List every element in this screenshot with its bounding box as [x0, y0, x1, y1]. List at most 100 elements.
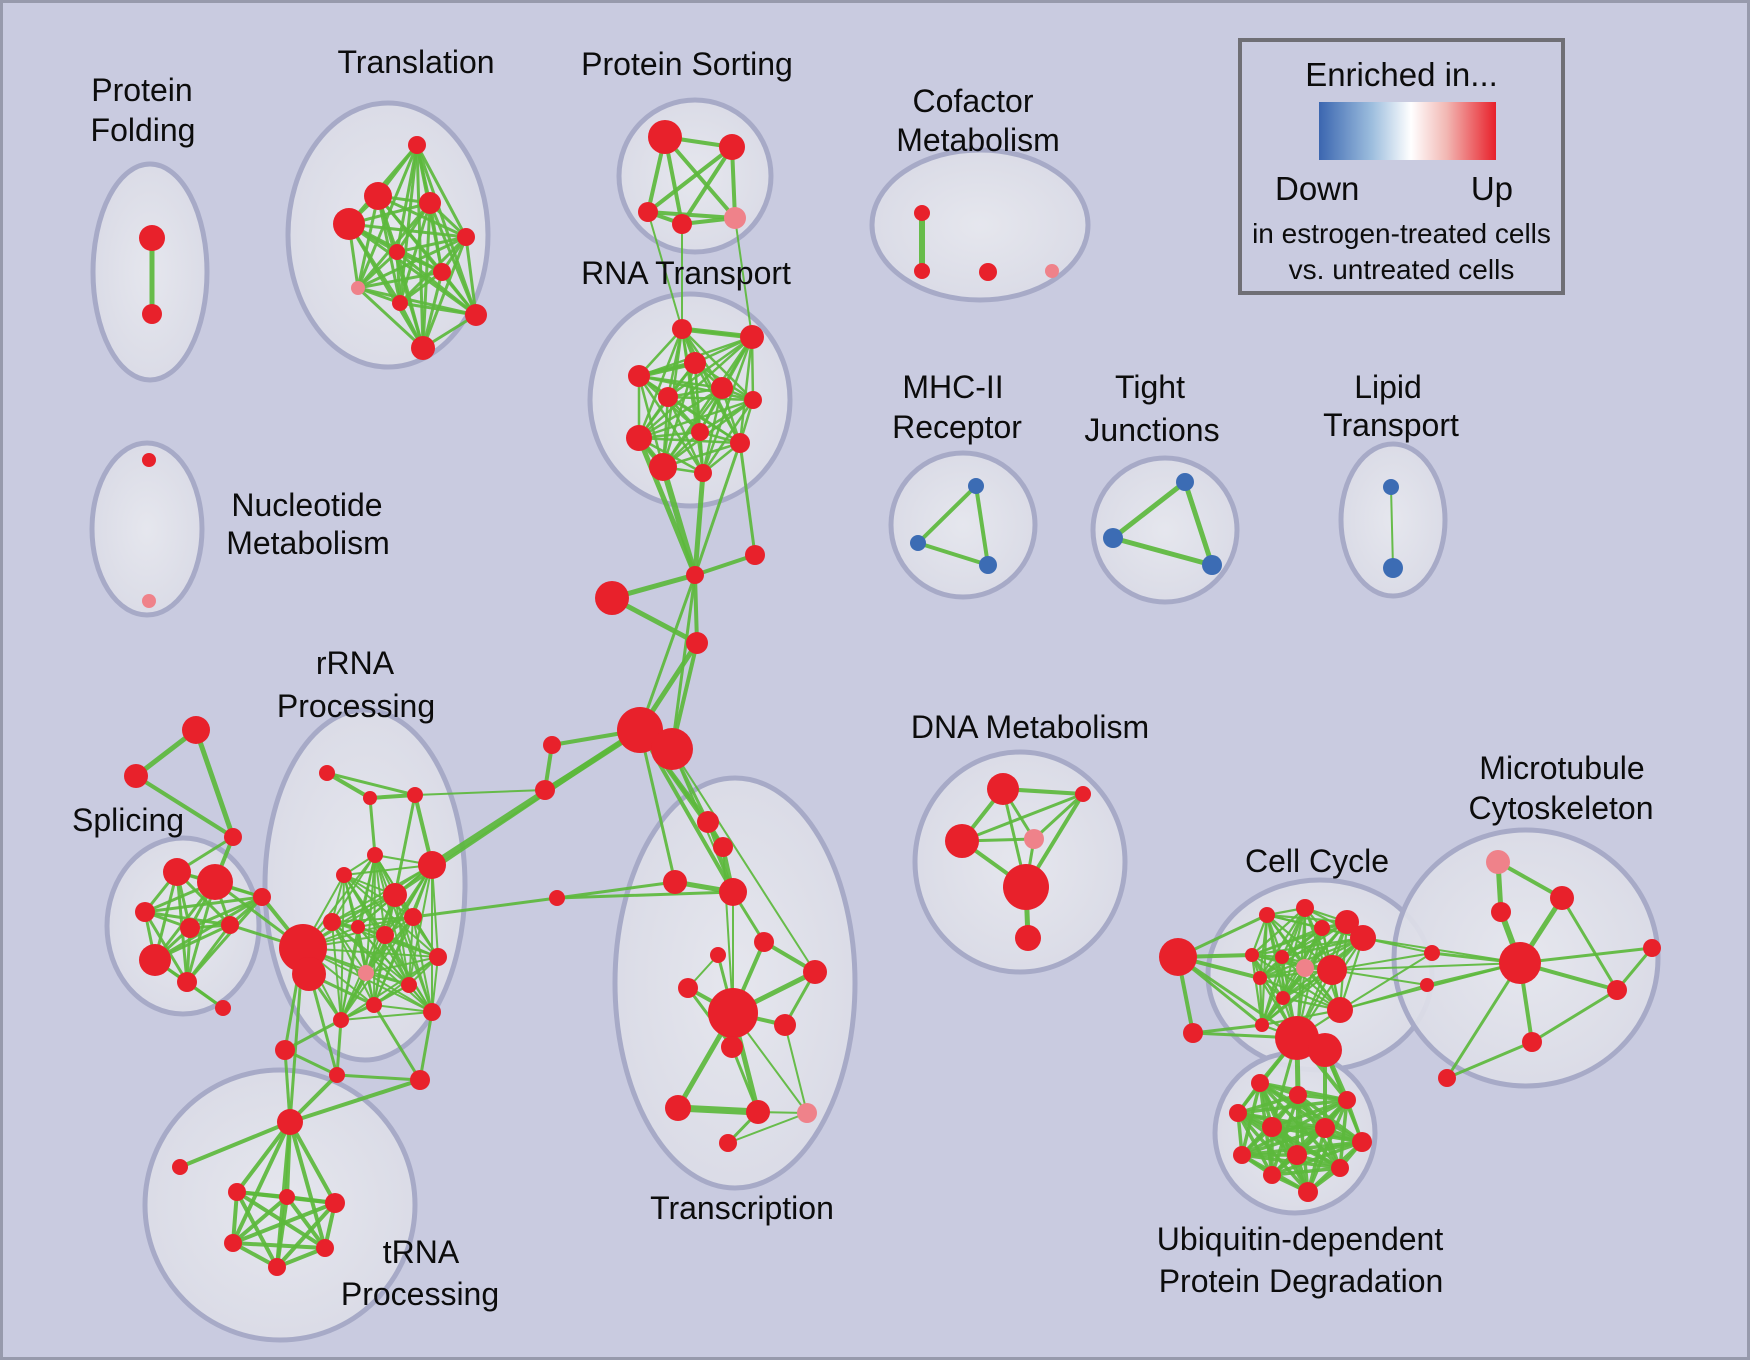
edge-rr2-rr4	[368, 796, 377, 857]
edge-ps2-ps4	[680, 145, 734, 226]
edge-cc9-mt6	[1331, 969, 1428, 986]
edge-sl3-sl8	[143, 895, 264, 914]
node-rr9	[351, 920, 365, 934]
node-cc6	[1245, 948, 1259, 962]
edge-cc7-cc12	[1280, 955, 1342, 1012]
node-sl1	[163, 858, 191, 886]
edge-rr8-rr16	[331, 921, 342, 1021]
node-mt8	[1643, 939, 1661, 957]
edge-tp2-tp4	[231, 1195, 289, 1245]
edge-rr10-rr17	[384, 934, 433, 1013]
edge-rt11-j1	[660, 464, 698, 578]
edge-mt9-mt10	[1445, 1040, 1534, 1080]
edge-ub6-ub8	[1240, 1126, 1327, 1157]
node-tr8	[774, 1014, 796, 1036]
edge-cc4-cc6	[1250, 920, 1349, 957]
node-tr2	[713, 837, 733, 857]
edge-rr5-rr16	[340, 874, 345, 1021]
node-rt9	[626, 425, 652, 451]
edge-sl7-sl8	[185, 895, 264, 984]
edge-rr3-rr6	[393, 793, 417, 897]
rna-transport-label-0: RNA Transport	[581, 255, 791, 291]
dna-metabolism-label-0: DNA Metabolism	[911, 709, 1149, 745]
edge-mt1-mt2	[1496, 860, 1564, 900]
node-tj2	[1103, 528, 1123, 548]
edge-t6-t9	[395, 250, 402, 305]
edge-rr16-rr17	[340, 1011, 433, 1021]
edge-rr20-rr15	[372, 1003, 422, 1082]
node-t5	[457, 228, 475, 246]
node-rr4	[367, 847, 383, 863]
edge-tp3-tp6	[275, 1201, 337, 1269]
edge-rt1-rt9	[637, 327, 684, 440]
edge-t5-t11	[421, 235, 468, 350]
edge-ps1-ps5	[663, 135, 737, 220]
cofactor-metabolism-ellipse	[869, 147, 1091, 303]
edge-j6-rr3	[414, 789, 546, 796]
edge-hub2-tr14	[671, 748, 816, 973]
node-hub1	[617, 707, 663, 753]
edge-sl4-sl8	[188, 895, 264, 930]
node-ub9	[1287, 1145, 1307, 1165]
node-rr3	[407, 787, 423, 803]
edge-sl3-sl7	[143, 910, 189, 984]
node-cc4	[1335, 910, 1359, 934]
node-ps3	[638, 202, 658, 222]
node-t4	[419, 192, 441, 214]
node-rr14	[401, 977, 417, 993]
node-mh1	[968, 478, 984, 494]
edge-rt1-rt12	[680, 327, 705, 475]
node-rr16	[333, 1012, 349, 1028]
node-sb	[124, 764, 148, 788]
edge-t5-t6	[395, 235, 468, 254]
ubiquitin-degradation-label-0: Ubiquitin-dependent	[1157, 1221, 1444, 1257]
node-sl3	[135, 902, 155, 922]
edge-ps5-rt2	[734, 217, 753, 338]
edge-t4-t7	[428, 201, 444, 274]
edge-rr11-rr13	[365, 916, 414, 974]
protein-sorting-label-0: Protein Sorting	[581, 46, 793, 82]
edge-rt10-j2	[738, 441, 757, 557]
edge-rt7-rt12	[701, 398, 755, 475]
edge-t4-t10	[428, 201, 478, 317]
edge-rt9-rt10	[637, 436, 742, 445]
node-rt3	[684, 352, 706, 374]
protein-folding-label-0: Protein	[91, 72, 192, 108]
node-tr3	[663, 870, 687, 894]
node-rr20	[410, 1070, 430, 1090]
edge-cc7-cc13	[1260, 955, 1284, 1027]
node-tr13	[719, 1134, 737, 1152]
node-rr12	[429, 948, 447, 966]
node-dm5	[1003, 864, 1049, 910]
mhc2-receptor-label-1: Receptor	[892, 409, 1022, 445]
node-ps5	[724, 207, 746, 229]
edge-rr5-rr7	[343, 864, 433, 876]
edge-rr13-rr15	[373, 916, 414, 1006]
edge-j1-hub2	[670, 573, 697, 751]
node-ub1	[1251, 1074, 1269, 1092]
node-mt1	[1486, 850, 1510, 874]
node-pf2	[142, 304, 162, 324]
edge-rr15-rr17	[373, 1004, 433, 1013]
node-ub12	[1298, 1182, 1318, 1202]
edge-rr19-rr20	[335, 1073, 422, 1082]
node-rr2	[363, 791, 377, 805]
node-rr13	[404, 908, 422, 926]
node-t10	[465, 304, 487, 326]
edge-tr13-tr12	[727, 1112, 808, 1144]
edge-sa-sc	[193, 727, 236, 840]
node-lp2	[1383, 558, 1403, 578]
edge-tph-tp4	[231, 1120, 292, 1245]
legend-up-label: Up	[1470, 170, 1513, 207]
legend-title: Enriched in...	[1305, 56, 1498, 93]
edge-rr1-rr3	[325, 771, 417, 797]
edge-rr9-rr16	[340, 926, 359, 1021]
edge-rt6-rt9	[637, 386, 724, 440]
node-cc3	[1314, 920, 1330, 936]
edge-tj1-tj2	[1110, 479, 1188, 541]
edge-cc9-mt5	[1331, 952, 1433, 971]
nucleotide-metabolism-label-1: Metabolism	[226, 525, 390, 561]
nucleotide-metabolism-label-0: Nucleotide	[231, 487, 382, 523]
edge-rr8-rr17	[331, 921, 433, 1013]
node-tp4	[224, 1234, 242, 1252]
